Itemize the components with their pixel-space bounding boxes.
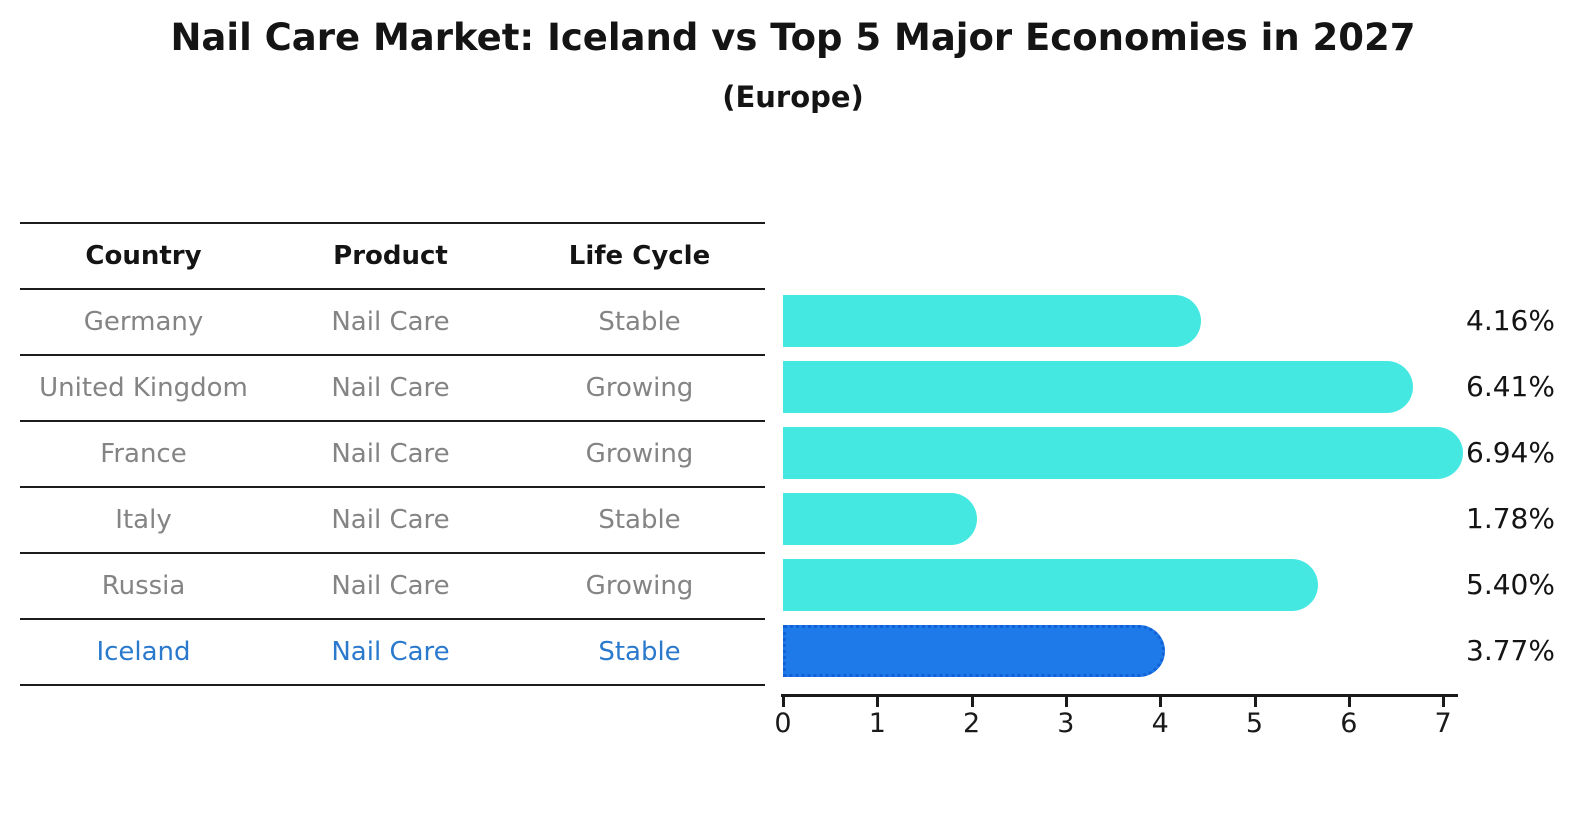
table-row-iceland-highlighted: Iceland Nail Care Stable — [20, 620, 765, 686]
cell-product: Nail Care — [331, 439, 450, 469]
bar-france — [783, 427, 1464, 479]
table-header-row: Country Product Life Cycle — [20, 224, 765, 290]
cell-country: Germany — [83, 307, 204, 337]
x-axis-tick-mark — [876, 697, 880, 707]
value-label-united-kingdom: 6.41% — [1466, 370, 1555, 403]
x-axis-tick-label: 1 — [868, 708, 886, 739]
x-axis-tick-label: 2 — [963, 708, 981, 739]
column-header-life-cycle: Life Cycle — [568, 241, 711, 271]
x-axis-tick-mark — [782, 697, 785, 707]
x-axis-tick-label: 3 — [1057, 708, 1075, 739]
x-axis-tick-label: 4 — [1151, 708, 1169, 739]
cell-product: Nail Care — [331, 505, 450, 535]
value-label-france: 6.94% — [1466, 436, 1555, 469]
x-axis-tick-label: 7 — [1434, 708, 1452, 739]
cell-product: Nail Care — [331, 373, 450, 403]
cell-product: Nail Care — [331, 307, 450, 337]
bar-iceland — [783, 625, 1165, 677]
bar-russia — [783, 559, 1319, 611]
x-axis-tick-mark — [1442, 697, 1446, 707]
table-row: United Kingdom Nail Care Growing — [20, 356, 765, 422]
chart-title: Nail Care Market: Iceland vs Top 5 Major… — [170, 16, 1416, 59]
table-row: Germany Nail Care Stable — [20, 290, 765, 356]
value-label-russia: 5.40% — [1466, 568, 1555, 601]
x-axis-tick-mark — [1064, 697, 1068, 707]
cell-country: Russia — [101, 571, 186, 601]
bar-germany — [783, 295, 1202, 347]
column-header-product: Product — [333, 241, 448, 271]
column-header-country: Country — [85, 241, 202, 271]
chart-subtitle: (Europe) — [722, 80, 864, 114]
table-row: France Nail Care Growing — [20, 422, 765, 488]
x-axis-tick-label: 5 — [1245, 708, 1264, 739]
x-axis-tick-label: 0 — [774, 708, 792, 739]
cell-life-cycle: Stable — [598, 505, 681, 535]
cell-life-cycle: Growing — [585, 373, 694, 403]
table-row: Russia Nail Care Growing — [20, 554, 765, 620]
cell-life-cycle: Stable — [598, 637, 681, 667]
cell-product: Nail Care — [331, 637, 450, 667]
cell-product: Nail Care — [331, 571, 450, 601]
cell-country: Italy — [115, 505, 172, 535]
value-label-iceland: 3.77% — [1466, 634, 1555, 667]
cell-life-cycle: Growing — [585, 439, 694, 469]
cell-country: Iceland — [96, 637, 191, 667]
x-axis-tick-mark — [1159, 697, 1163, 707]
value-label-germany: 4.16% — [1466, 304, 1555, 337]
x-axis-tick-mark — [970, 697, 974, 707]
country-table: Country Product Life Cycle Germany Nail … — [20, 222, 765, 686]
table-row: Italy Nail Care Stable — [20, 488, 765, 554]
cell-country: United Kingdom — [39, 373, 248, 403]
bar-italy — [783, 493, 977, 545]
cell-country: France — [100, 439, 187, 469]
x-axis-tick-mark — [1253, 697, 1257, 707]
x-axis-line — [781, 694, 1458, 697]
x-axis-tick-mark — [1347, 697, 1351, 707]
cell-life-cycle: Growing — [585, 571, 694, 601]
cell-life-cycle: Stable — [598, 307, 681, 337]
x-axis-tick-label: 6 — [1340, 708, 1358, 739]
value-label-italy: 1.78% — [1466, 502, 1555, 535]
bar-united-kingdom — [783, 361, 1414, 413]
